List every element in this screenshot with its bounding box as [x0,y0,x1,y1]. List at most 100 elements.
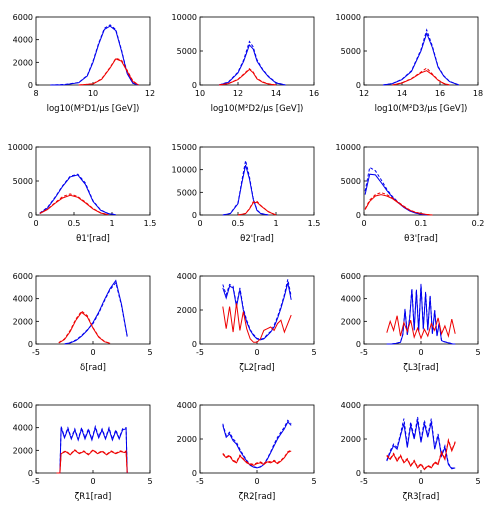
y-tick-label: 6000 [13,272,33,281]
series-line-1 [218,43,286,86]
y-tick-label: 5000 [13,177,33,186]
x-tick-label: 0 [90,348,95,357]
series-line-2 [222,160,269,216]
series-line-2 [386,416,456,469]
x-tick-label: 8 [33,89,38,98]
series-line-4 [222,449,292,466]
x-tick-label: 0 [254,348,259,357]
x-tick-label: 10 [88,89,98,98]
y-tick-label: 0 [192,469,197,478]
subplot-2: 10 12 14 16 0 5000 10000 log10(M²D2/μs [GeV]) [172,13,320,114]
y-tick-label: 6000 [13,401,33,410]
y-tick-label: 0 [356,211,361,220]
x-axis-label: log10(M²D1/μs [GeV]) [47,104,140,114]
y-tick-label: 2000 [177,435,197,444]
x-tick-label: 14 [271,89,281,98]
x-tick-label: 16 [435,89,445,98]
x-tick-label: -5 [360,477,368,486]
y-tick-label: 4000 [341,295,361,304]
y-tick-label: 10000 [172,166,197,175]
series-line-1 [64,279,128,345]
x-tick-label: 1 [109,219,114,228]
y-tick-label: 5000 [177,188,197,197]
y-tick-label: 0 [28,211,33,220]
x-axis-label: ζR1[rad] [75,492,112,502]
plot-frame [35,16,151,86]
subplot-4: 0 0.5 1 1.5 0 5000 10000 θ1'[rad] [8,143,157,244]
x-tick-label: 5 [475,348,480,357]
series-line-2 [50,24,139,86]
y-tick-label: 2000 [341,435,361,444]
series-line-2 [56,424,128,474]
x-tick-label: 0.5 [232,219,245,228]
series-line-3 [58,311,111,344]
x-tick-label: 5 [147,348,152,357]
plot-frame [35,275,151,345]
x-tick-label: 12 [359,89,369,98]
y-tick-label: 0 [192,211,197,220]
y-tick-label: 2000 [13,317,33,326]
x-axis-label: log10(M²D2/μs [GeV]) [211,104,304,114]
y-tick-label: 0 [28,469,33,478]
y-tick-label: 0 [192,340,197,349]
y-tick-label: 6000 [341,272,361,281]
x-tick-label: 5 [311,348,316,357]
x-tick-label: 12 [233,89,243,98]
y-tick-label: 4000 [13,424,33,433]
y-tick-label: 0 [356,469,361,478]
series-line-4 [56,449,128,474]
x-axis-label: δ[rad] [80,363,106,373]
y-tick-label: 0 [192,81,197,90]
subplot-3: 12 14 16 18 0 5000 10000 log10(M²D3/μs [GeV]) [336,13,484,114]
x-tick-label: 0 [90,477,95,486]
x-tick-label: 1 [273,219,278,228]
y-tick-label: 10000 [172,13,197,22]
series-line-1 [222,164,269,216]
x-tick-label: -5 [196,348,204,357]
y-tick-label: 5000 [177,47,197,56]
y-tick-label: 5000 [341,47,361,56]
series-line-2 [386,283,456,345]
series-line-2 [222,279,292,340]
series-line-1 [382,31,460,86]
x-tick-label: 18 [473,89,483,98]
series-line-1 [39,174,116,216]
series-line-3 [222,303,292,343]
series-line-4 [364,192,433,216]
y-tick-label: 2000 [13,58,33,67]
x-axis-label: ζL3[rad] [403,363,439,373]
x-axis-label: ζR3[rad] [403,492,440,502]
x-tick-label: -5 [32,477,40,486]
series-line-2 [64,281,128,345]
x-tick-label: 5 [311,477,316,486]
plot-frame [199,16,315,86]
x-tick-label: 1.5 [308,219,321,228]
x-tick-label: 0 [254,477,259,486]
y-tick-label: 15000 [172,143,197,152]
x-tick-label: 5 [147,477,152,486]
x-tick-label: 0 [197,219,202,228]
x-tick-label: 0 [361,219,366,228]
subplot-1: 8 10 12 0 2000 4000 6000 log10(M²D1/μs [GeV]) [13,13,155,114]
plot-frame [363,146,479,216]
x-tick-label: 16 [309,89,319,98]
x-tick-label: 0 [418,477,423,486]
y-tick-label: 4000 [177,401,197,410]
x-axis-label: ζL2[rad] [239,363,275,373]
series-line-3 [222,450,292,466]
y-tick-label: 4000 [13,295,33,304]
series-line-3 [364,194,433,216]
series-line-2 [222,419,292,469]
y-tick-label: 2000 [177,306,197,315]
series-line-4 [386,437,456,470]
x-tick-label: 1.5 [144,219,157,228]
x-tick-label: -5 [32,348,40,357]
y-tick-label: 4000 [177,272,197,281]
x-axis-label: ζR2[rad] [239,492,276,502]
series-line-2 [39,173,116,216]
